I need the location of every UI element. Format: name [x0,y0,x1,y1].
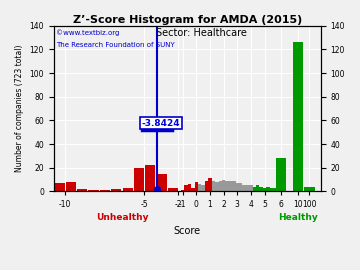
Bar [276,158,286,191]
Bar [202,185,205,191]
Y-axis label: Number of companies (723 total): Number of companies (723 total) [15,45,24,172]
Bar [205,181,208,191]
Text: -3.8424: -3.8424 [142,119,180,127]
Text: Unhealthy: Unhealthy [96,213,148,222]
Text: The Research Foundation of SUNY: The Research Foundation of SUNY [57,42,175,48]
Text: Sector: Healthcare: Sector: Healthcare [156,28,247,38]
Bar [235,183,239,191]
Bar [242,185,246,191]
Bar [212,181,215,191]
X-axis label: Score: Score [174,226,201,236]
Bar [293,42,303,191]
Bar [260,187,263,191]
Bar [111,189,121,191]
Bar [181,190,184,191]
Bar [184,185,188,191]
Bar [253,187,256,191]
Bar [134,168,144,191]
Bar [208,178,212,191]
Bar [100,190,110,191]
Bar [89,190,99,191]
Bar [273,188,276,191]
Bar [270,188,273,191]
Bar [188,184,191,191]
Bar [232,181,235,191]
Bar [157,174,167,191]
Text: Healthy: Healthy [278,213,318,222]
Bar [195,182,198,191]
Text: ©www.textbiz.org: ©www.textbiz.org [57,29,120,36]
Bar [256,185,260,191]
Bar [77,189,87,191]
Bar [239,183,242,191]
Bar [249,185,253,191]
Bar [168,188,178,191]
Bar [225,181,229,191]
Bar [229,181,232,191]
Bar [215,182,219,191]
Bar [263,188,266,191]
Bar [304,187,315,191]
Title: Z’-Score Histogram for AMDA (2015): Z’-Score Histogram for AMDA (2015) [73,15,302,25]
Bar [122,188,133,191]
Bar [54,183,64,191]
Bar [145,166,156,191]
Bar [191,188,195,191]
Bar [266,187,270,191]
Bar [246,185,249,191]
Bar [219,181,222,191]
Bar [66,182,76,191]
Bar [222,180,225,191]
Bar [198,184,202,191]
